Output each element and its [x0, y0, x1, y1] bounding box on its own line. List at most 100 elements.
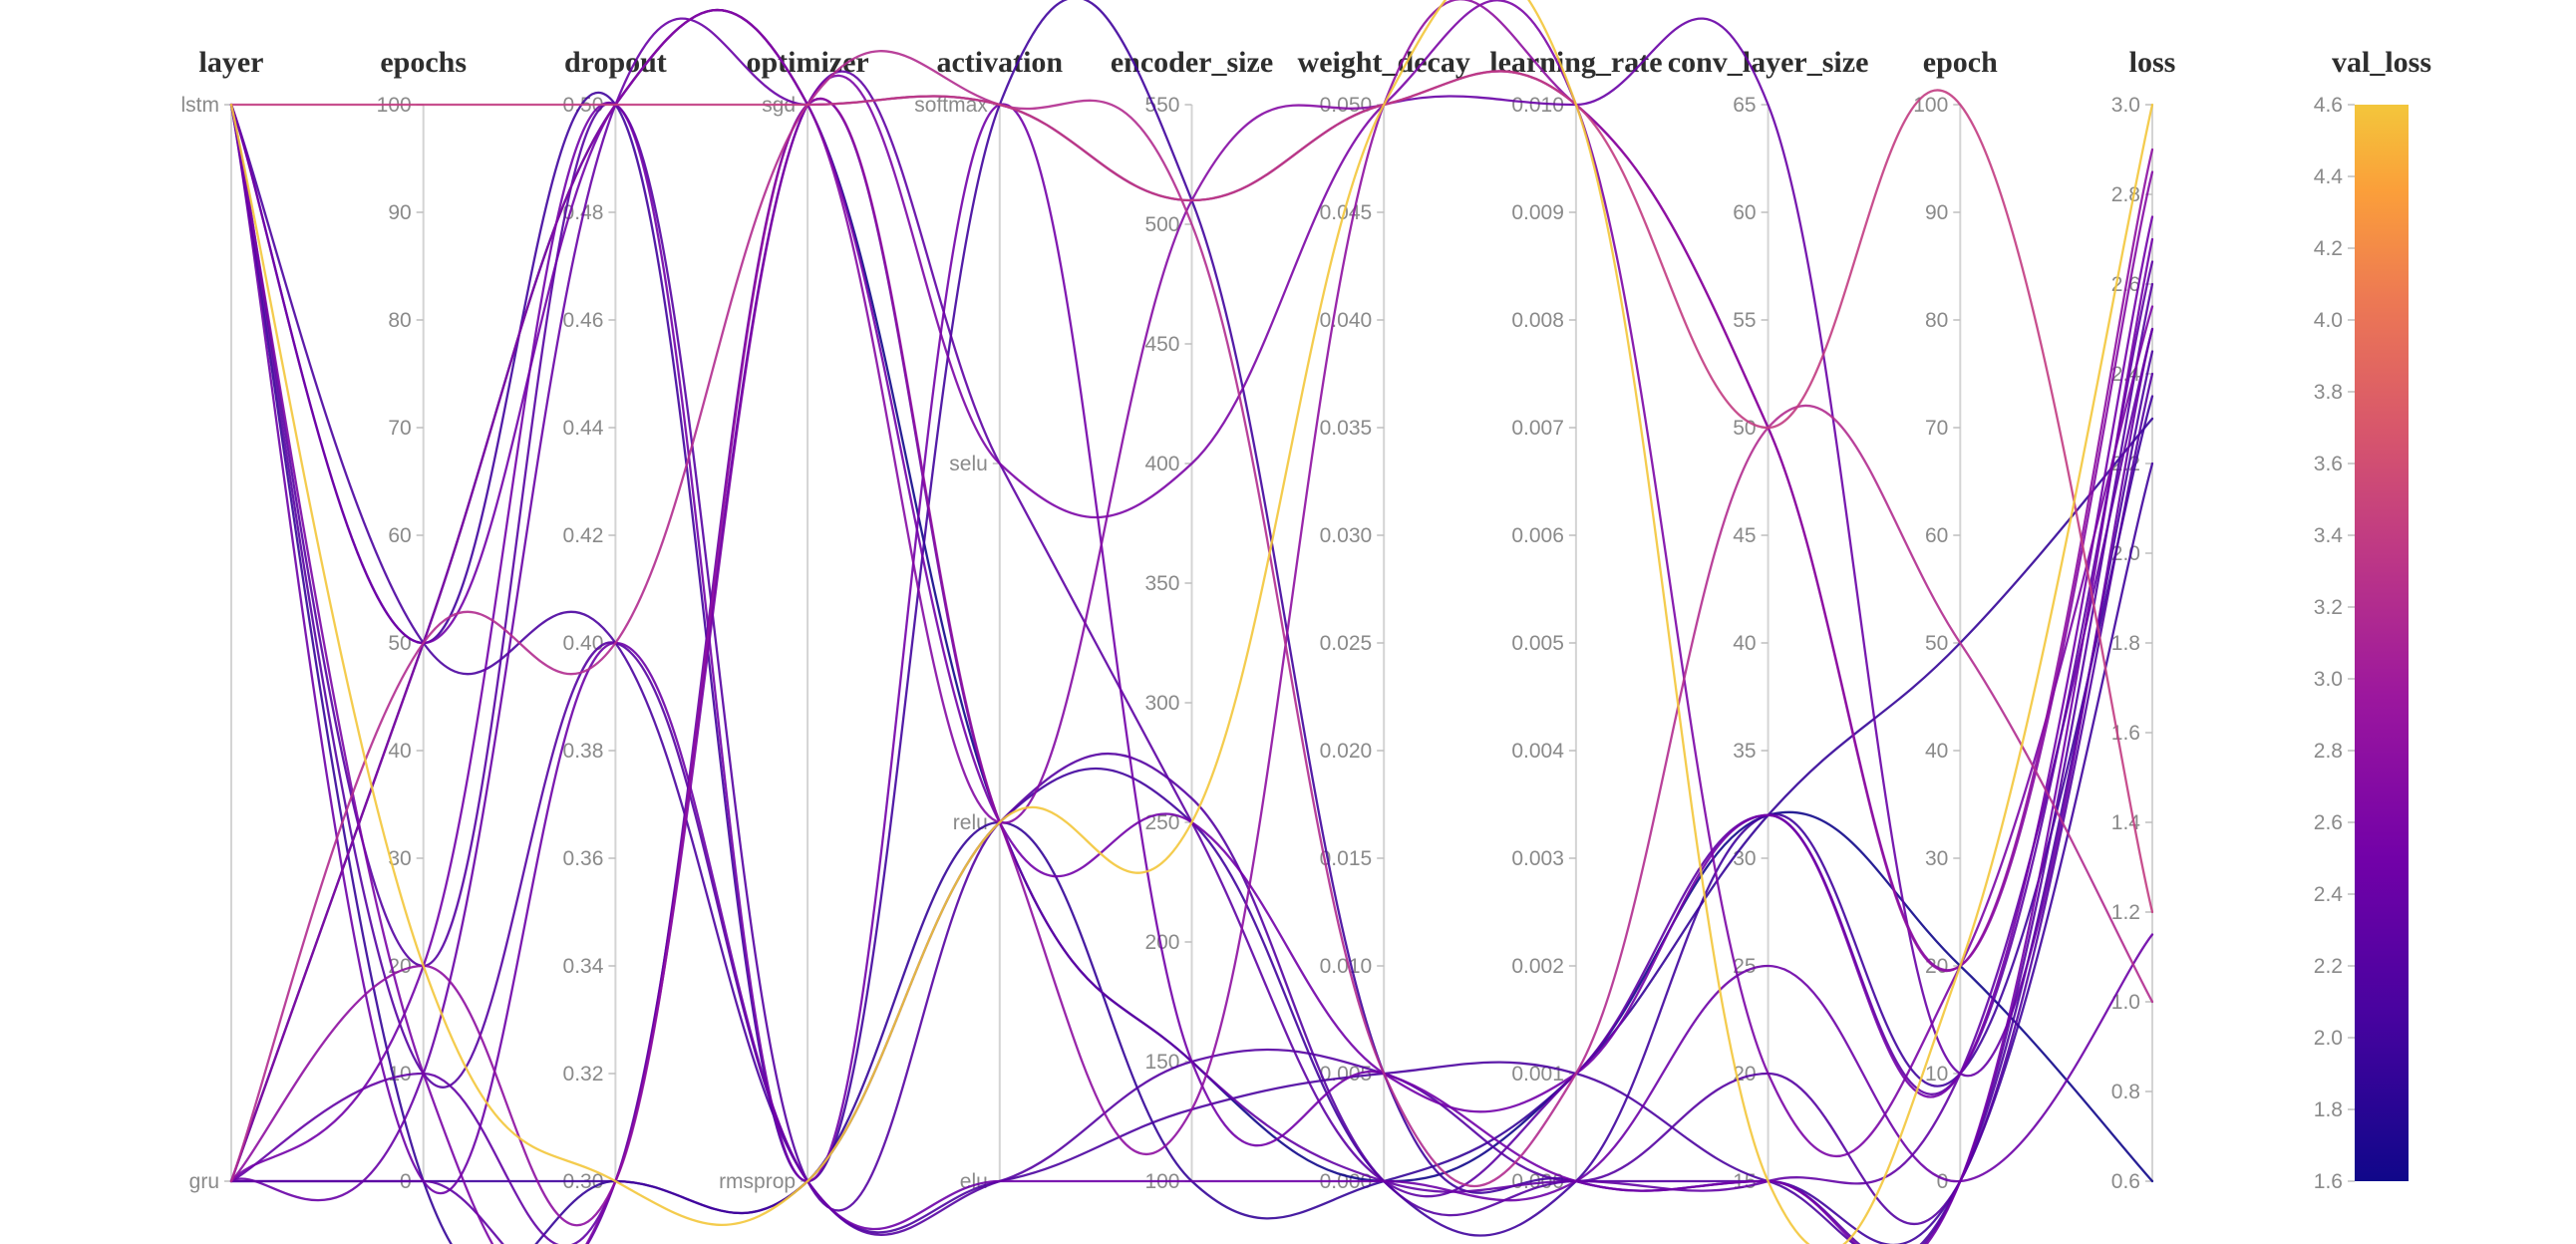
axis-title: activation: [936, 46, 1063, 79]
tick-label: 250: [1144, 811, 1179, 834]
tick-label: 60: [388, 524, 411, 547]
tick-label: 150: [1144, 1051, 1179, 1074]
tick-label: 0.050: [1320, 94, 1373, 117]
tick-label: 300: [1144, 692, 1179, 715]
tick-label: 3.6: [2314, 453, 2343, 475]
tick-label: 3.2: [2314, 596, 2343, 619]
tick-label: 90: [1925, 201, 1948, 224]
run-line[interactable]: [229, 0, 2154, 1244]
tick-label: 500: [1144, 213, 1179, 236]
run-line[interactable]: [229, 0, 2154, 1244]
axis-encoder_size: encoder_size1001502002503003504004505005…: [1111, 46, 1273, 1193]
axis-learning_rate: learning_rate0.0000.0010.0020.0030.0040.…: [1489, 46, 1662, 1193]
colorbar-title: val_loss: [2332, 46, 2431, 79]
run-line[interactable]: [229, 50, 2154, 1188]
tick-label: 400: [1144, 453, 1179, 475]
tick-label: 35: [1733, 740, 1756, 763]
tick-label: 60: [1925, 524, 1948, 547]
tick-label: 0.8: [2111, 1081, 2140, 1103]
tick-label: 0.009: [1511, 201, 1564, 224]
tick-label: gru: [189, 1170, 219, 1193]
tick-label: 3.0: [2314, 668, 2343, 691]
colorbar-axis: val_loss 1.6 1.8 2.0 2.2 2.4 2.6 2.8 3.0 3.2 3.4 3.…: [2314, 46, 2431, 1193]
tick-label: 90: [388, 201, 411, 224]
tick-label: 0: [1937, 1170, 1949, 1193]
tick-label: 200: [1144, 931, 1179, 954]
tick-label: 50: [1925, 632, 1948, 655]
tick-label: 50: [388, 632, 411, 655]
tick-label: 0.025: [1320, 632, 1373, 655]
tick-label: 70: [388, 417, 411, 440]
tick-label: 60: [1733, 201, 1756, 224]
tick-label: 0.020: [1320, 740, 1373, 763]
tick-label: 40: [388, 740, 411, 763]
tick-label: 0.004: [1511, 740, 1564, 763]
tick-label: 450: [1144, 333, 1179, 356]
axis-weight_decay: weight_decay0.0000.0050.0100.0150.0200.0…: [1298, 46, 1470, 1193]
tick-label: 30: [388, 847, 411, 870]
axis-title: epochs: [380, 46, 467, 79]
run-line[interactable]: [229, 98, 2154, 1244]
tick-label: 0.005: [1511, 632, 1564, 655]
tick-label: 0.000: [1511, 1170, 1564, 1193]
tick-label: 65: [1733, 94, 1756, 117]
tick-label: 0.44: [563, 417, 604, 440]
tick-label: 80: [388, 309, 411, 332]
tick-label: 0.010: [1320, 955, 1373, 978]
axis-title: conv_layer_size: [1668, 46, 1869, 79]
tick-label: 30: [1925, 847, 1948, 870]
tick-label: 4.6: [2314, 94, 2343, 117]
axis-title: epoch: [1923, 46, 1998, 79]
tick-label: 3.8: [2314, 381, 2343, 404]
tick-label: 25: [1733, 955, 1756, 978]
tick-label: 3.0: [2111, 94, 2140, 117]
tick-label: 1.8: [2111, 632, 2140, 655]
tick-label: 4.0: [2314, 309, 2343, 332]
run-line[interactable]: [229, 0, 2154, 1227]
tick-label: 0.008: [1511, 309, 1564, 332]
tick-label: 1.0: [2111, 991, 2140, 1014]
tick-label: 0.045: [1320, 201, 1373, 224]
tick-label: 80: [1925, 309, 1948, 332]
run-line[interactable]: [229, 8, 2154, 1113]
run-line[interactable]: [229, 0, 2154, 1244]
tick-label: 45: [1733, 524, 1756, 547]
tick-label: 40: [1925, 740, 1948, 763]
tick-label: 4.4: [2314, 165, 2344, 188]
tick-label: 0.42: [563, 524, 604, 547]
tick-label: 0.36: [563, 847, 604, 870]
axis-title: layer: [199, 46, 264, 79]
axis-title: loss: [2129, 46, 2176, 79]
tick-label: 0.007: [1511, 417, 1564, 440]
tick-label: 550: [1144, 94, 1179, 117]
tick-label: 0.34: [563, 955, 604, 978]
run-line[interactable]: [229, 103, 2154, 1244]
tick-label: 4.2: [2314, 237, 2343, 260]
tick-label: 55: [1733, 309, 1756, 332]
tick-label: 0.002: [1511, 955, 1564, 978]
axis-layer: layer lstm gru: [181, 46, 264, 1193]
run-line[interactable]: [229, 103, 2154, 1236]
tick-label: 0.015: [1320, 847, 1373, 870]
tick-label: 0.005: [1320, 1063, 1373, 1086]
tick-label: 2.6: [2314, 811, 2343, 834]
run-line[interactable]: [229, 103, 2154, 1231]
tick-label: 350: [1144, 572, 1179, 595]
tick-label: 40: [1733, 632, 1756, 655]
tick-label: 0.6: [2111, 1170, 2140, 1193]
axis-title: weight_decay: [1298, 46, 1470, 79]
run-lines: [229, 0, 2154, 1244]
tick-label: 3.4: [2314, 524, 2344, 547]
tick-label: 0.006: [1511, 524, 1564, 547]
tick-label: 0.035: [1320, 417, 1373, 440]
tick-label: 0.030: [1320, 524, 1373, 547]
tick-label: 100: [1913, 94, 1948, 117]
tick-label: 0.32: [563, 1063, 604, 1086]
tick-label: 0.40: [563, 632, 604, 655]
tick-label: 10: [1925, 1063, 1948, 1086]
tick-label: relu: [953, 811, 988, 834]
tick-label: 0.040: [1320, 309, 1373, 332]
tick-label: 1.6: [2314, 1170, 2343, 1193]
